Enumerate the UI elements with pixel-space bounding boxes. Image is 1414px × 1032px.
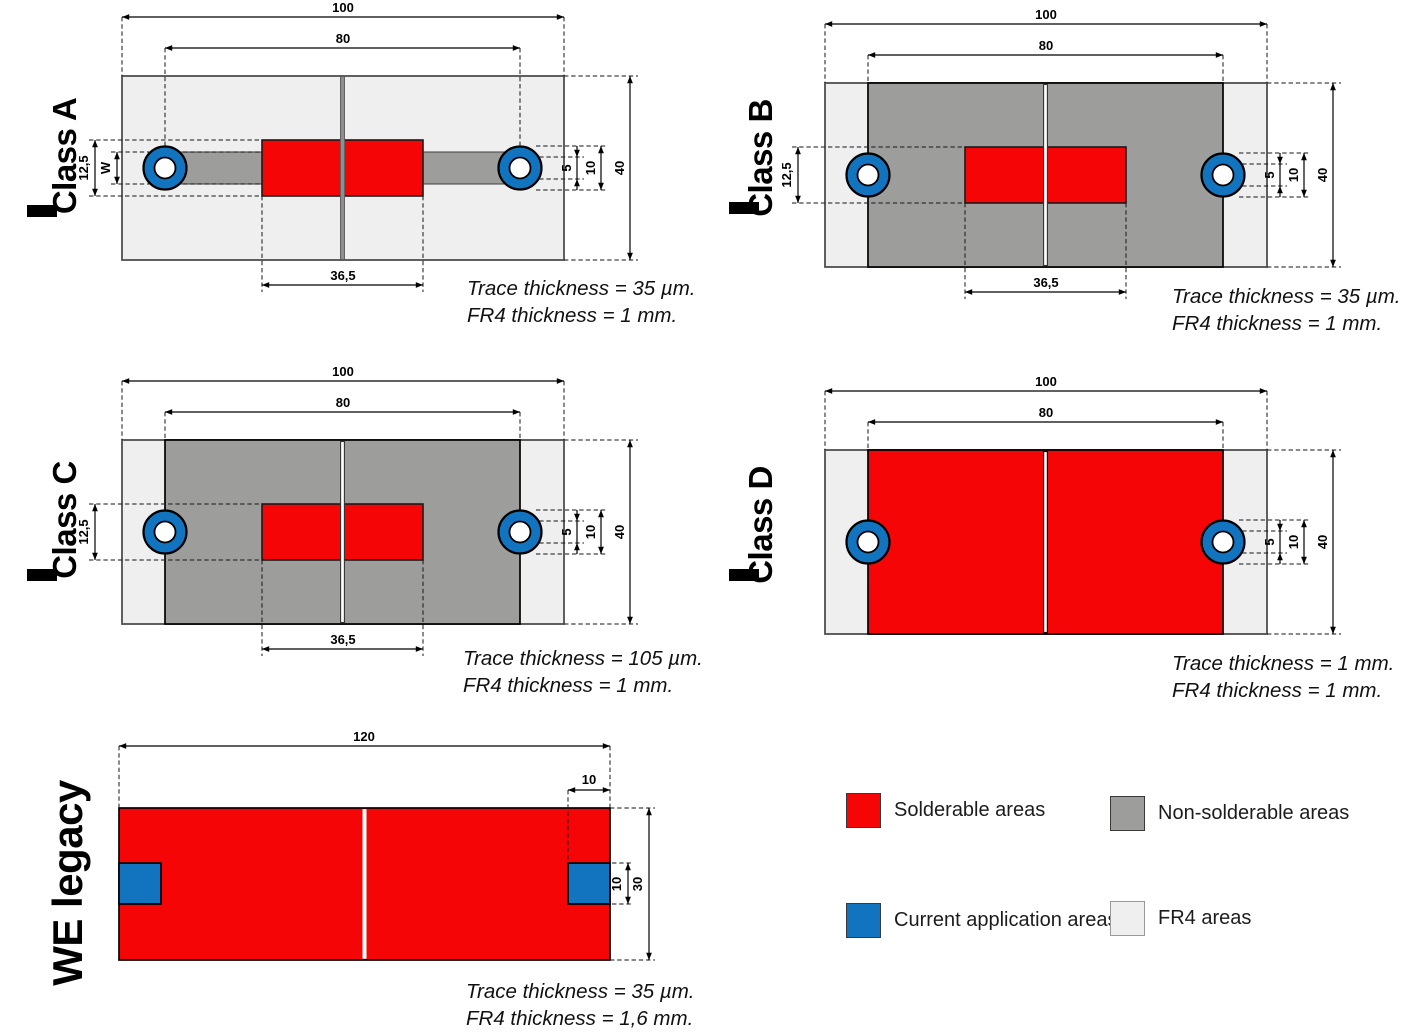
dim-board-width: 100 bbox=[1035, 7, 1057, 22]
dim-ring-diameter: 10 bbox=[1286, 535, 1301, 549]
dim-board-width: 100 bbox=[332, 364, 354, 379]
dim-trace-width: W bbox=[98, 161, 113, 174]
trace-thickness-note: Trace thickness = 1 mm. bbox=[1172, 651, 1372, 678]
class-d-notes: Trace thickness = 1 mm. FR4 thickness = … bbox=[1172, 651, 1372, 704]
non-solderable-swatch bbox=[1110, 796, 1145, 831]
dim-hole-spacing: 80 bbox=[336, 31, 350, 46]
fr4-thickness-note: FR4 thickness = 1 mm. bbox=[1172, 311, 1372, 338]
fr4-thickness-note: FR4 thickness = 1 mm. bbox=[1172, 678, 1372, 705]
class-a-mounting-hole-right bbox=[499, 147, 542, 190]
dim-hole-diameter: 5 bbox=[1262, 538, 1277, 545]
dim-ring-diameter: 10 bbox=[1286, 168, 1301, 182]
legend-item-fr4: FR4 areas bbox=[1110, 901, 1251, 936]
class-a-title-bar bbox=[27, 205, 57, 217]
class-b-mounting-hole-left bbox=[847, 154, 890, 197]
we-legacy-current-pad-right bbox=[568, 863, 610, 904]
legend-label: Solderable areas bbox=[894, 799, 1045, 822]
we-legacy-current-pad-left bbox=[119, 863, 161, 904]
class-a-notes: Trace thickness = 35 µm. FR4 thickness =… bbox=[467, 276, 667, 329]
we-legacy-notes: Trace thickness = 35 µm. FR4 thickness =… bbox=[466, 979, 666, 1032]
legend-label: Current application areas bbox=[894, 909, 1117, 932]
dim-ring-diameter: 10 bbox=[583, 161, 598, 175]
class-d-mounting-hole-left bbox=[847, 521, 890, 564]
class-b-split-line bbox=[1044, 85, 1048, 266]
dim-board-height: 40 bbox=[612, 525, 627, 539]
fr4-swatch bbox=[1110, 901, 1145, 936]
dim-board-height: 40 bbox=[1315, 168, 1330, 182]
we-legacy-split-line bbox=[363, 809, 367, 959]
dim-board-height: 40 bbox=[1315, 535, 1330, 549]
class-a-mounting-hole-left bbox=[144, 147, 187, 190]
class-c-mounting-hole-left bbox=[144, 511, 187, 554]
dim-board-width: 120 bbox=[353, 729, 375, 744]
trace-thickness-note: Trace thickness = 35 µm. bbox=[466, 979, 666, 1006]
dim-pad-width: 36,5 bbox=[330, 268, 355, 283]
class-d-mounting-hole-right bbox=[1202, 521, 1245, 564]
diagram-class-a: 100 80 12,5 W 5 10 40 36,5 bbox=[76, 0, 638, 292]
solderable-swatch bbox=[846, 793, 881, 828]
current-application-swatch bbox=[846, 903, 881, 938]
we-legacy-title: WE legacy bbox=[44, 780, 92, 986]
dim-board-height: 40 bbox=[612, 161, 627, 175]
trace-thickness-note: Trace thickness = 35 µm. bbox=[1172, 284, 1372, 311]
fr4-thickness-note: FR4 thickness = 1,6 mm. bbox=[466, 1006, 666, 1032]
dim-hole-diameter: 5 bbox=[1262, 171, 1277, 178]
class-b-title-bar bbox=[729, 202, 759, 214]
dim-pad-width: 10 bbox=[582, 772, 596, 787]
class-d-split-line bbox=[1044, 452, 1048, 633]
class-c-title: Class C bbox=[46, 461, 84, 579]
fr4-thickness-note: FR4 thickness = 1 mm. bbox=[467, 303, 667, 330]
legend-item-solderable: Solderable areas bbox=[846, 793, 1045, 828]
class-c-mounting-hole-right bbox=[499, 511, 542, 554]
dim-hole-spacing: 80 bbox=[1039, 38, 1053, 53]
trace-thickness-note: Trace thickness = 105 µm. bbox=[463, 646, 663, 673]
dim-pad-width: 36,5 bbox=[330, 632, 355, 647]
dim-board-width: 100 bbox=[332, 0, 354, 15]
diagram-class-b: 100 80 12,5 5 10 40 36,5 bbox=[779, 7, 1341, 299]
legend-label: Non-solderable areas bbox=[1158, 802, 1349, 825]
legend-item-non-solderable: Non-solderable areas bbox=[1110, 796, 1349, 831]
class-b-title: Class B bbox=[742, 99, 780, 217]
legend-item-current-application: Current application areas bbox=[846, 903, 1117, 938]
class-d-title-bar bbox=[729, 569, 759, 581]
dim-hole-diameter: 5 bbox=[559, 528, 574, 535]
diagram-class-d: 100 80 5 10 40 bbox=[825, 374, 1341, 634]
dim-hole-spacing: 80 bbox=[336, 395, 350, 410]
class-c-notes: Trace thickness = 105 µm. FR4 thickness … bbox=[463, 646, 663, 699]
dim-pad-height: 12,5 bbox=[779, 162, 794, 187]
dim-pad-height: 10 bbox=[609, 877, 624, 891]
fr4-thickness-note: FR4 thickness = 1 mm. bbox=[463, 673, 663, 700]
class-c-title-bar bbox=[27, 569, 57, 581]
class-a-title: Class A bbox=[46, 98, 84, 214]
class-a-split-line bbox=[340, 77, 344, 260]
dim-board-width: 100 bbox=[1035, 374, 1057, 389]
diagram-class-c: 100 80 12,5 5 10 40 36,5 bbox=[76, 364, 638, 656]
class-c-split-line bbox=[341, 442, 345, 623]
dim-board-height: 30 bbox=[630, 877, 645, 891]
trace-thickness-note: Trace thickness = 35 µm. bbox=[467, 276, 667, 303]
class-b-notes: Trace thickness = 35 µm. FR4 thickness =… bbox=[1172, 284, 1372, 337]
class-d-title: Class D bbox=[742, 466, 780, 584]
diagram-we-legacy: 120 10 10 30 bbox=[119, 729, 655, 960]
dim-ring-diameter: 10 bbox=[583, 525, 598, 539]
dim-pad-width: 36,5 bbox=[1033, 275, 1058, 290]
legend-label: FR4 areas bbox=[1158, 907, 1251, 930]
class-b-mounting-hole-right bbox=[1202, 154, 1245, 197]
dim-hole-spacing: 80 bbox=[1039, 405, 1053, 420]
dim-hole-diameter: 5 bbox=[559, 164, 574, 171]
